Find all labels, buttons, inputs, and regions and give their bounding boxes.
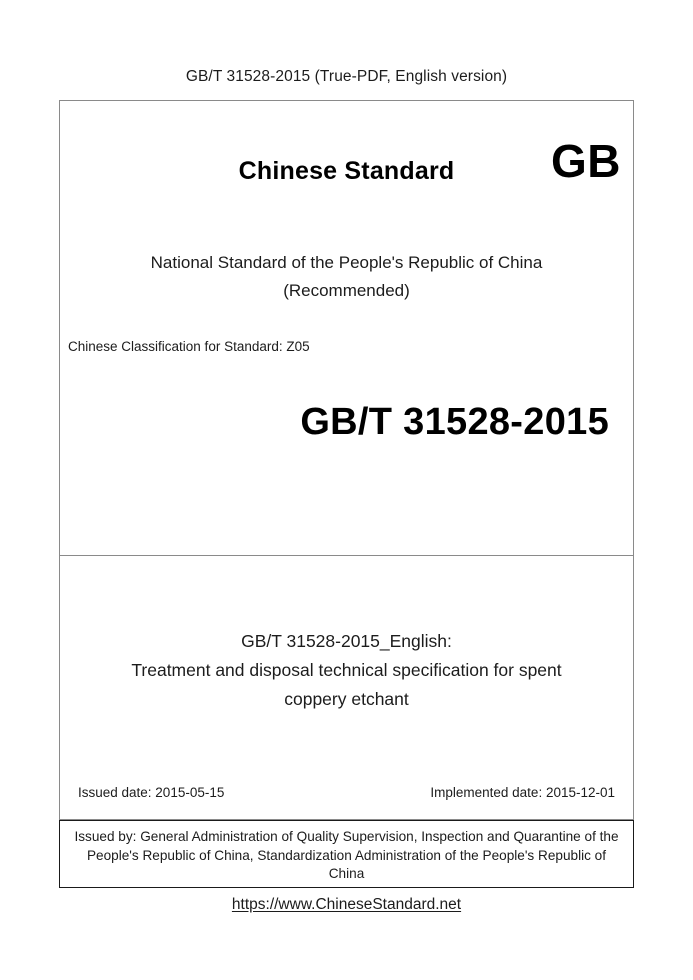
chinese-classification-label: Chinese Classification for Standard: Z05	[68, 339, 310, 354]
issuer-statement: Issued by: General Administration of Qua…	[59, 820, 634, 888]
english-title-line-1: GB/T 31528-2015_English:	[241, 631, 452, 651]
gb-logo: GB	[551, 135, 621, 187]
website-link[interactable]: https://www.ChineseStandard.net	[231, 896, 462, 913]
issued-date: Issued date: 2015-05-15	[78, 785, 225, 800]
english-title-line-2: Treatment and disposal technical specifi…	[131, 660, 562, 680]
english-title: GB/T 31528-2015_English: Treatment and d…	[102, 627, 591, 714]
implemented-date: Implemented date: 2015-12-01	[430, 785, 615, 800]
document-header-label: GB/T 31528-2015 (True-PDF, English versi…	[185, 68, 508, 85]
brand-row: Chinese Standard GB	[60, 138, 633, 199]
cover-upper-section: Chinese Standard GB National Standard of…	[60, 101, 633, 556]
cover-title-section: GB/T 31528-2015_English: Treatment and d…	[60, 557, 633, 819]
national-standard-line-1: National Standard of the People's Republ…	[150, 253, 543, 272]
english-title-line-3: coppery etchant	[284, 689, 409, 709]
brand-title: Chinese Standard	[238, 157, 455, 185]
dates-row: Issued date: 2015-05-15 Implemented date…	[78, 785, 615, 805]
cover-border-box: Chinese Standard GB National Standard of…	[59, 100, 634, 820]
standard-number: GB/T 31528-2015	[300, 401, 609, 443]
national-standard-subtitle: National Standard of the People's Republ…	[80, 249, 613, 305]
national-standard-line-2: (Recommended)	[283, 281, 410, 300]
